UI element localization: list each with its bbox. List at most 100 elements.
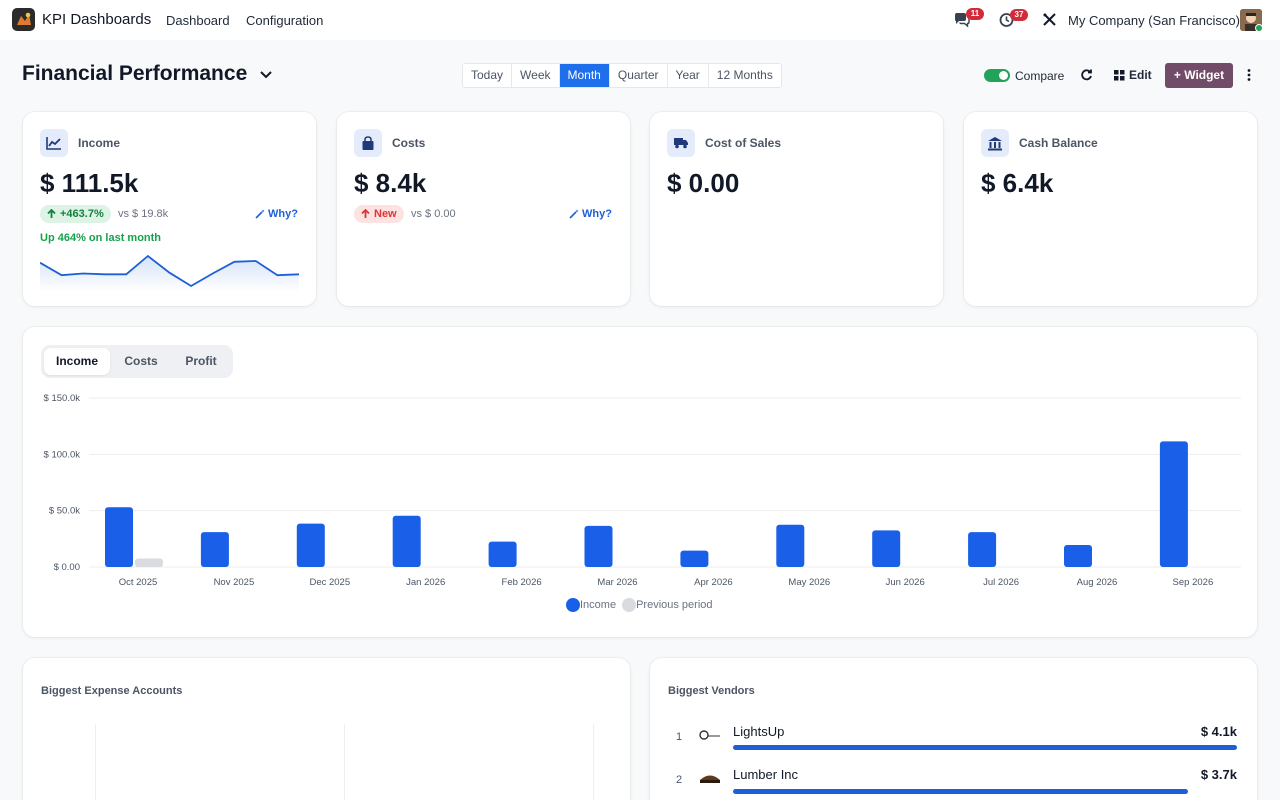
company-switcher[interactable]: My Company (San Francisco) (1068, 13, 1240, 28)
chevron-down-icon (260, 71, 272, 79)
add-widget-button[interactable]: + Widget (1165, 63, 1233, 88)
income-bar[interactable] (1064, 545, 1092, 567)
vendor-amount-bar (733, 789, 1188, 794)
period-quarter[interactable]: Quarter (609, 64, 668, 87)
x-tick-label: May 2026 (788, 577, 830, 588)
x-tick-label: Oct 2025 (119, 577, 158, 588)
bank-icon (981, 129, 1009, 157)
comparison-value: vs $ 19.8k (118, 208, 169, 220)
page-title[interactable]: Financial Performance (22, 62, 273, 86)
kpi-card-cash-balance[interactable]: Cash Balance $ 6.4k (964, 112, 1257, 306)
kpi-card-costs[interactable]: Costs $ 8.4k New vs $ 0.00 Why? (337, 112, 630, 306)
vendor-name[interactable]: Lumber Inc (733, 767, 799, 782)
period-selector: Today Week Month Quarter Year 12 Months (462, 63, 782, 88)
vendor-rank: 1 (676, 731, 683, 743)
refresh-button[interactable] (1080, 68, 1093, 86)
income-bar[interactable] (392, 515, 421, 567)
kpi-value: $ 111.5k (40, 168, 139, 198)
vendor-amount-bar (733, 745, 1237, 750)
y-tick-label: $ 100.0k (44, 449, 81, 460)
top-navbar: KPI Dashboards Dashboard Configuration 1… (0, 0, 1280, 40)
line-chart-icon (40, 129, 68, 157)
income-bar[interactable] (776, 524, 805, 567)
comparison-value: vs $ 0.00 (411, 208, 456, 220)
income-bar[interactable] (968, 532, 997, 567)
new-badge: New (354, 205, 404, 223)
x-tick-label: Jul 2026 (983, 577, 1019, 588)
legend-income-label[interactable]: Income (580, 599, 617, 611)
menu-dashboard[interactable]: Dashboard (166, 13, 230, 28)
vendor-name[interactable]: LightsUp (733, 724, 785, 739)
why-link[interactable]: Why? (255, 208, 298, 220)
messages-button[interactable]: 11 (953, 8, 984, 34)
period-week[interactable]: Week (512, 64, 560, 87)
tab-costs[interactable]: Costs (124, 354, 158, 368)
grid-line (593, 724, 594, 800)
user-avatar[interactable] (1240, 9, 1262, 31)
income-bar[interactable] (680, 550, 709, 567)
more-options-icon[interactable] (1246, 68, 1252, 87)
x-tick-label: Feb 2026 (502, 577, 542, 588)
arrow-up-icon (47, 209, 56, 218)
refresh-icon (1081, 69, 1092, 81)
online-status-icon (1255, 24, 1262, 31)
kpi-value: $ 0.00 (667, 168, 740, 198)
y-tick-label: $ 50.0k (49, 506, 80, 517)
kpi-card-income[interactable]: Income $ 111.5k +463.7% vs $ 19.8k Why? … (23, 112, 316, 306)
legend-income-swatch[interactable] (566, 598, 580, 612)
lumber-logo-icon (697, 770, 723, 791)
magic-wand-icon (255, 209, 265, 219)
tools-icon[interactable] (1042, 12, 1057, 32)
vendor-value: $ 3.7k (1200, 767, 1237, 782)
income-sparkline (40, 254, 299, 292)
income-bar[interactable] (200, 532, 229, 567)
vendor-rank: 2 (676, 774, 683, 786)
legend-previous-label[interactable]: Previous period (636, 599, 713, 611)
income-bar[interactable] (105, 507, 133, 567)
kpi-label: Cost of Sales (705, 136, 782, 150)
tab-income[interactable]: Income (44, 348, 110, 375)
kpi-label: Cash Balance (1019, 136, 1098, 150)
kpi-value: $ 6.4k (981, 168, 1054, 198)
x-tick-label: Sep 2026 (1173, 577, 1214, 588)
income-bar[interactable] (296, 523, 325, 567)
why-link[interactable]: Why? (569, 208, 612, 220)
x-tick-label: Jan 2026 (406, 577, 445, 588)
grid-icon (1114, 69, 1125, 80)
lightsup-logo-icon (698, 727, 722, 748)
legend-previous-swatch[interactable] (622, 598, 637, 612)
x-tick-label: Dec 2025 (309, 577, 350, 588)
income-bar[interactable] (488, 541, 517, 567)
edit-button[interactable]: Edit (1114, 68, 1152, 82)
previous-period-bar[interactable] (135, 558, 163, 567)
income-bar[interactable] (872, 530, 901, 567)
kpi-value: $ 8.4k (354, 168, 427, 198)
compare-toggle[interactable] (984, 69, 1010, 82)
arrow-up-icon (361, 209, 370, 218)
vendors-card: Biggest Vendors 1 LightsUp $ 4.1k 2 Lumb… (650, 658, 1257, 800)
period-12-months[interactable]: 12 Months (708, 64, 781, 87)
grid-line (95, 724, 96, 800)
app-logo-icon[interactable] (12, 8, 35, 31)
income-bar[interactable] (584, 525, 613, 567)
activities-button[interactable]: 37 (998, 9, 1028, 33)
kpi-card-cost-of-sales[interactable]: Cost of Sales $ 0.00 (650, 112, 943, 306)
chart-legend: Income Previous period (566, 598, 713, 612)
chart-tabs: Income Costs Profit (41, 345, 233, 378)
period-month[interactable]: Month (559, 64, 610, 87)
change-badge: +463.7% (40, 205, 111, 223)
x-tick-label: Apr 2026 (694, 577, 733, 588)
menu-configuration[interactable]: Configuration (246, 13, 324, 28)
income-bar[interactable] (1159, 441, 1188, 567)
period-year[interactable]: Year (667, 64, 709, 87)
app-name: KPI Dashboards (42, 11, 152, 28)
y-tick-label: $ 150.0k (44, 393, 81, 404)
sparkline-line (40, 254, 299, 288)
vendor-value: $ 4.1k (1200, 724, 1237, 739)
period-today[interactable]: Today (463, 64, 513, 87)
shopping-bag-icon (354, 129, 382, 157)
tab-profit[interactable]: Profit (185, 354, 217, 368)
x-tick-label: Aug 2026 (1077, 577, 1118, 588)
section-title: Biggest Expense Accounts (41, 685, 183, 697)
messages-badge: 11 (966, 8, 984, 20)
